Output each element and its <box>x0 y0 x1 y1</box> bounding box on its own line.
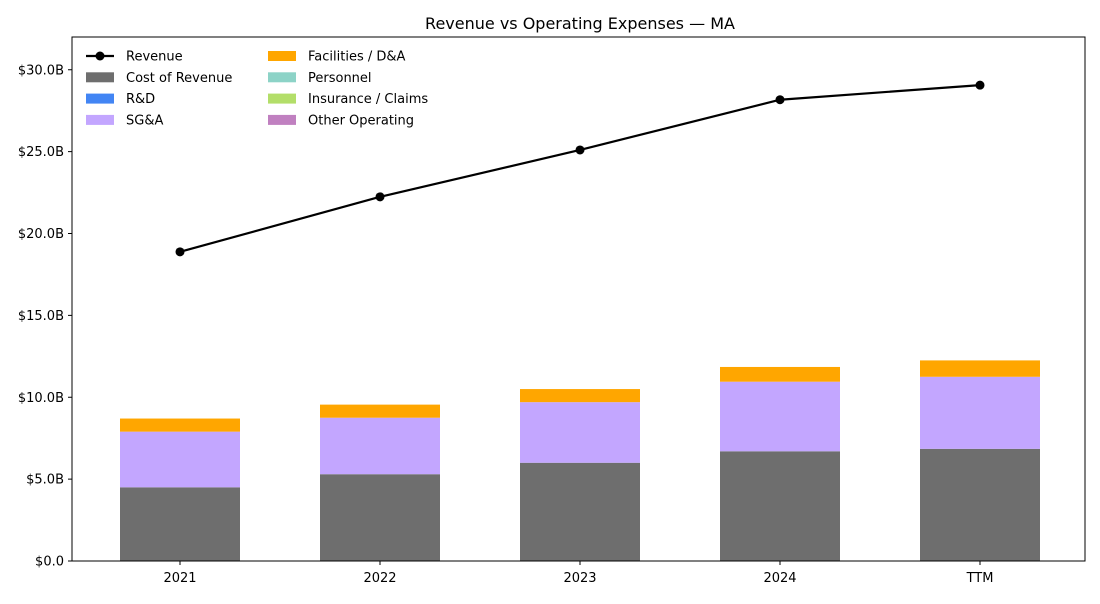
bar-facilities-d-a-2023 <box>520 389 640 403</box>
legend-label: Insurance / Claims <box>308 92 428 107</box>
legend-label: Personnel <box>308 71 372 86</box>
legend-label: SG&A <box>126 113 163 128</box>
bar-facilities-d-a-2022 <box>320 404 440 418</box>
bar-sg-a-2022 <box>320 417 440 475</box>
plot-frame <box>71 36 1086 562</box>
y-tick-label: $15.0B <box>18 309 64 324</box>
legend-label: Facilities / D&A <box>308 50 406 65</box>
legend-label: Other Operating <box>308 113 414 128</box>
legend-item-other-operating: Other Operating <box>268 113 414 128</box>
bar-cost-of-revenue-2021 <box>120 487 240 561</box>
x-tick-label: 2022 <box>363 571 396 586</box>
legend-item-personnel: Personnel <box>268 71 372 86</box>
legend-swatch <box>86 72 114 83</box>
x-tick-label: 2024 <box>763 571 796 586</box>
y-tick-label: $0.0 <box>35 555 64 570</box>
x-tick-label: 2023 <box>563 571 596 586</box>
legend-swatch <box>268 72 296 83</box>
legend-item-insurance-claims: Insurance / Claims <box>268 92 428 107</box>
legend-item-facilities-d-a: Facilities / D&A <box>268 50 406 65</box>
legend-label: Revenue <box>126 50 183 65</box>
legend: Revenue Cost of Revenue R&D SG&A Facilities … <box>86 50 428 128</box>
revenue-point-2021 <box>175 247 185 257</box>
y-tick-label: $10.0B <box>18 391 64 406</box>
revenue-point-2023 <box>575 145 585 155</box>
legend-item-cost-of-revenue: Cost of Revenue <box>86 71 232 86</box>
chart-title: Revenue vs Operating Expenses — MA <box>425 14 735 33</box>
legend-item-r-d: R&D <box>86 92 155 107</box>
x-axis: 2021 2022 2023 2024 TTM <box>163 561 993 586</box>
bar-sg-a-2023 <box>520 402 640 463</box>
bar-cost-of-revenue-ttm <box>920 448 1040 561</box>
legend-swatch <box>86 114 114 125</box>
bar-facilities-d-a-2021 <box>120 418 240 432</box>
legend-label: R&D <box>126 92 155 107</box>
legend-item-revenue: Revenue <box>86 50 183 65</box>
y-axis: $0.0 $5.0B $10.0B $15.0B $20.0B $25.0B $30.0B <box>18 63 72 570</box>
legend-item-sg-a: SG&A <box>86 113 163 128</box>
bar-cost-of-revenue-2023 <box>520 462 640 561</box>
revenue-point-2024 <box>775 95 785 105</box>
y-tick-label: $30.0B <box>18 63 64 78</box>
x-tick-label: 2021 <box>163 571 196 586</box>
y-tick-label: $20.0B <box>18 227 64 242</box>
revenue-point-ttm <box>975 80 985 90</box>
legend-label: Cost of Revenue <box>126 71 232 86</box>
bar-cost-of-revenue-2022 <box>320 474 440 561</box>
bar-facilities-d-a-ttm <box>920 360 1040 377</box>
legend-swatch <box>268 51 296 61</box>
revenue-line <box>179 84 981 253</box>
legend-swatch <box>86 93 114 104</box>
revenue-point-2022 <box>375 192 385 202</box>
bar-sg-a-2021 <box>120 431 240 488</box>
y-tick-label: $5.0B <box>26 473 64 488</box>
legend-swatch <box>268 93 296 104</box>
bars-layer <box>120 360 1040 561</box>
bar-sg-a-ttm <box>920 376 1040 449</box>
bar-cost-of-revenue-2024 <box>720 451 840 561</box>
revenue-line-layer <box>175 80 985 257</box>
bar-sg-a-2024 <box>720 381 840 452</box>
y-tick-label: $25.0B <box>18 145 64 160</box>
legend-swatch <box>268 114 296 125</box>
bar-facilities-d-a-2024 <box>720 366 840 382</box>
legend-marker <box>95 51 105 61</box>
x-tick-label: TTM <box>966 571 994 586</box>
